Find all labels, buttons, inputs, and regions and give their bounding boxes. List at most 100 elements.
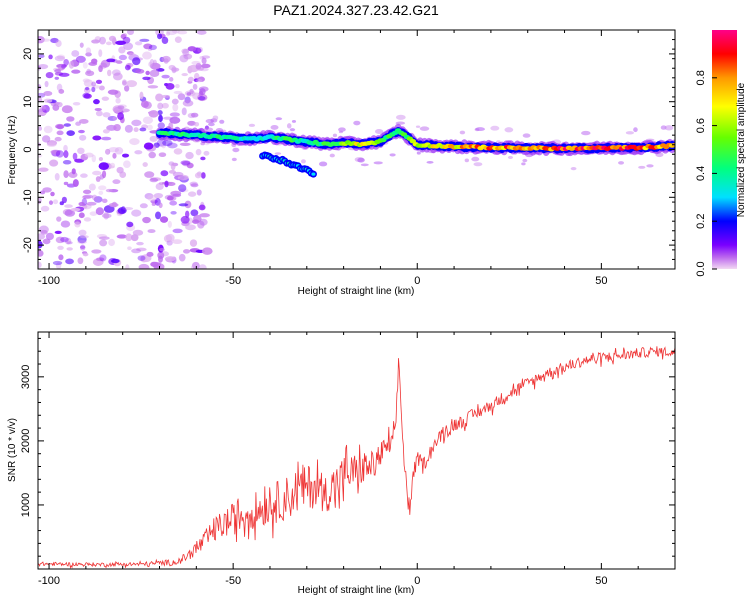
noise-speckle (106, 58, 116, 63)
noise-speckle (507, 155, 514, 159)
noise-speckle (125, 233, 133, 242)
snr-y-ticks: 1000 2000 3000 (20, 337, 675, 557)
noise-speckle (522, 158, 528, 163)
y-tick-label: 2000 (20, 429, 32, 453)
noise-speckle (54, 173, 60, 181)
noise-speckle (357, 157, 365, 163)
noise-speckle (419, 126, 430, 131)
noise-speckle (203, 150, 210, 156)
noise-speckle (89, 211, 98, 216)
noise-speckle (85, 86, 90, 91)
noise-speckle (198, 264, 207, 269)
noise-speckle (162, 139, 173, 147)
noise-speckle (98, 49, 103, 57)
noise-speckle (56, 130, 64, 136)
noise-speckle (61, 105, 73, 114)
noise-speckle (638, 165, 646, 169)
noise-speckle (38, 167, 49, 172)
noise-speckle (58, 72, 70, 77)
noise-speckle (45, 232, 54, 241)
noise-speckle (117, 112, 124, 120)
snr-panel: -100 -50 0 50 1000 2000 3000 Height of straig… (7, 331, 676, 596)
noise-speckle (190, 112, 199, 118)
noise-speckle (155, 183, 164, 191)
noise-speckle (187, 76, 194, 82)
noise-speckle (52, 199, 59, 205)
noise-speckle (150, 62, 161, 70)
noise-speckle (181, 48, 189, 54)
colorbar-tick-label: 0.4 (695, 166, 707, 181)
noise-speckle (172, 103, 179, 112)
noise-speckle (132, 229, 144, 236)
noise-speckle (38, 261, 42, 269)
branch-mark (311, 172, 316, 176)
noise-speckle (185, 224, 196, 231)
noise-speckle (193, 121, 200, 127)
noise-speckle (167, 142, 178, 149)
noise-speckle (38, 197, 42, 205)
noise-speckle (181, 107, 187, 116)
noise-speckle (38, 233, 46, 240)
noise-speckle (114, 147, 124, 155)
noise-speckle (169, 200, 178, 206)
noise-speckle (139, 127, 147, 132)
noise-speckle (71, 69, 81, 74)
spectrogram-x-axis-label: Height of straight line (km) (298, 286, 415, 297)
noise-speckle (158, 152, 167, 158)
colorbar-label: Normalized spectral amplitude (736, 82, 747, 217)
noise-speckle (197, 220, 205, 229)
noise-speckle (117, 105, 125, 110)
noise-speckle (143, 142, 154, 150)
noise-speckle (78, 129, 85, 134)
noise-speckle (189, 181, 198, 186)
noise-speckle (151, 261, 162, 268)
noise-speckle (177, 30, 188, 35)
noise-speckle (161, 74, 170, 79)
noise-speckle (56, 54, 66, 60)
noise-speckle (173, 148, 183, 155)
noise-speckle (112, 69, 121, 76)
noise-speckle (128, 52, 136, 57)
noise-speckle (88, 183, 96, 191)
noise-speckle (170, 210, 177, 215)
noise-speckle (102, 112, 111, 118)
noise-speckle (80, 244, 86, 251)
noise-speckle (101, 213, 112, 219)
noise-speckle (115, 97, 121, 104)
noise-speckle (103, 205, 115, 213)
noise-speckle (91, 154, 97, 163)
noise-speckle (112, 152, 117, 159)
noise-speckle (179, 54, 189, 63)
noise-speckle (98, 162, 110, 171)
noise-speckle (275, 117, 283, 121)
noise-speckle (40, 38, 51, 42)
noise-speckle (117, 207, 127, 215)
noise-speckle (98, 185, 107, 191)
noise-speckle (86, 201, 97, 206)
noise-speckle (157, 122, 165, 129)
noise-speckle (50, 37, 59, 44)
noise-speckle (78, 201, 85, 207)
noise-speckle (459, 130, 466, 135)
noise-speckle (618, 161, 625, 165)
noise-speckle (504, 127, 514, 133)
noise-speckle (169, 77, 174, 82)
noise-speckle (165, 233, 175, 242)
noise-speckle (360, 163, 369, 167)
noise-speckle (106, 69, 112, 77)
noise-speckle (169, 112, 180, 117)
noise-speckle (187, 46, 197, 52)
noise-speckle (208, 122, 215, 127)
noise-speckle (170, 190, 182, 197)
noise-speckle (123, 42, 134, 51)
noise-speckle (201, 55, 211, 59)
noise-speckle (66, 130, 75, 136)
noise-speckle (126, 221, 134, 228)
noise-speckle (63, 59, 69, 66)
noise-speckle (103, 211, 110, 220)
noise-speckle (66, 116, 75, 122)
noise-speckle (77, 257, 84, 265)
noise-speckle (101, 136, 112, 141)
noise-speckle (38, 126, 43, 131)
noise-speckle (108, 35, 116, 42)
